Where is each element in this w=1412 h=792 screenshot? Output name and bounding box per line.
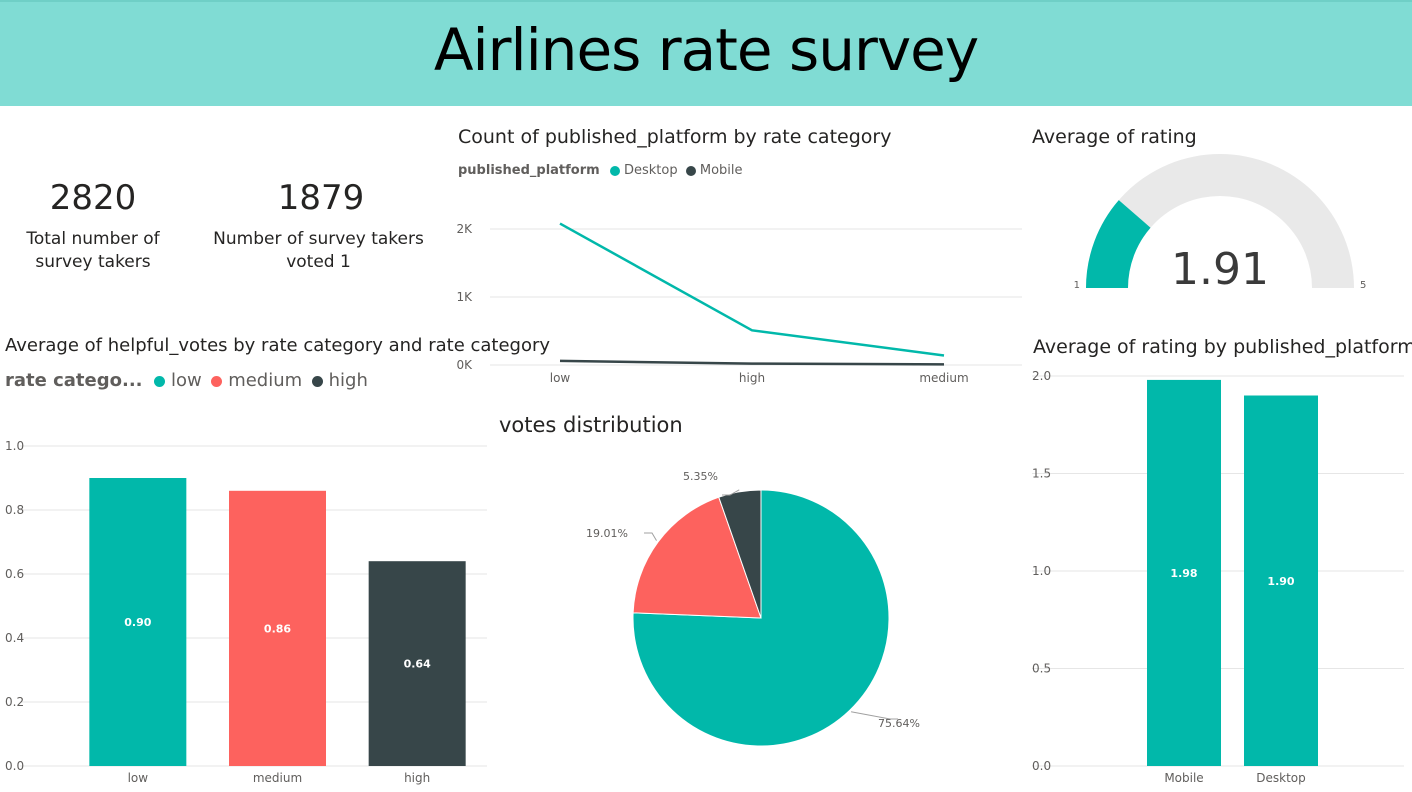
pie-leader-line [850,711,898,720]
page-title: Airlines rate survey [433,16,979,84]
kpi-total-value: 2820 [49,178,137,218]
x-tick-label: high [739,371,765,385]
y-tick-label: 1.5 [1032,467,1051,481]
legend-dot-low [154,375,166,387]
y-tick-label: 1K [456,290,473,304]
legend-dot-mobile [685,165,696,176]
legend-title: rate catego... [5,370,143,391]
data-label: 1.90 [1267,575,1294,588]
kpi-voted1-label: Number of survey takers voted 1 [211,228,426,274]
y-tick-label: 0.4 [5,631,24,645]
legend-item-high[interactable]: high [328,370,368,391]
pie-data-label: 75.64% [878,717,920,730]
x-tick-label: low [128,771,149,785]
legend-title: published_platform [458,163,600,178]
kpi-voted1-value: 1879 [277,178,365,218]
legend-item-medium[interactable]: medium [228,370,303,391]
pie-data-label: 5.35% [683,470,718,483]
helpful-votes-title: Average of helpful_votes by rate categor… [5,335,551,356]
x-tick-label: low [550,371,571,385]
gauge-min-label: 1 [1074,280,1080,291]
x-tick-label: Desktop [1256,771,1306,785]
y-tick-label: 0.6 [5,567,24,581]
kpi-total-label: Total number of survey takers [13,228,173,274]
platform-count-title: Count of published_platform by rate cate… [458,126,892,148]
data-label: 0.64 [404,658,431,671]
y-tick-label: 0.5 [1032,662,1051,676]
data-label: 0.86 [264,622,291,635]
gauge-max-label: 5 [1360,280,1366,291]
kpi-voted1-label-line1: Number of survey takers [213,229,424,249]
series-line-mobile [559,359,945,366]
x-tick-label: medium [919,371,968,385]
platform-count-chart: 0K 1K 2K low high medium [456,222,1022,385]
series-line-desktop [559,222,945,357]
data-label: 1.98 [1170,567,1197,580]
y-tick-label: 1.0 [1032,564,1051,578]
y-tick-label: 1.0 [5,439,24,453]
gauge-value: 1.91 [1171,244,1269,295]
y-tick-label: 0.8 [5,503,24,517]
bar-high [368,561,466,766]
legend-item-low[interactable]: low [170,370,202,391]
x-tick-label: medium [253,771,302,785]
y-tick-label: 0K [456,358,473,372]
y-tick-label: 0.2 [5,695,24,709]
pie-data-label: 19.01% [586,527,628,540]
pie-slice-3 [718,489,762,619]
pie-leader-line [644,532,657,541]
legend-dot-desktop [609,165,620,176]
x-tick-label: Mobile [1164,771,1203,785]
votes-distribution-chart: 75.64% 19.01% 5.35% [586,470,920,747]
rating-by-platform-title: Average of rating by published_platform [1033,336,1412,358]
helpful-votes-legend: rate catego... low medium high [5,370,368,391]
platform-count-legend: published_platform Desktop Mobile [458,163,743,178]
x-tick-label: high [404,771,430,785]
bar-low [89,478,187,766]
bar-medium [229,490,326,766]
kpi-total-label-line2: survey takers [35,252,151,272]
legend-dot-high [311,375,323,387]
votes-distribution-title: votes distribution [499,413,683,437]
avg-rating-title: Average of rating [1032,126,1197,148]
data-label: 0.90 [124,616,151,629]
bar-mobile [1147,379,1221,766]
y-tick-label: 0.0 [5,759,24,773]
y-tick-label: 2.0 [1032,369,1051,383]
helpful-votes-chart: 0.0 0.2 0.4 0.6 0.8 1.0 0.90 low 0.86 medium 0.64 h… [5,439,487,785]
header-banner: Airlines rate survey [0,0,1412,106]
rating-by-platform-chart: 0.0 0.5 1.0 1.5 2.0 1.98 Mobile 1.90 Desktop [1032,369,1404,785]
legend-dot-medium [211,375,223,387]
gauge-track [1086,154,1354,288]
legend-item-desktop[interactable]: Desktop [623,163,678,178]
kpi-total-label-line1: Total number of [26,229,160,249]
y-tick-label: 0.0 [1032,759,1051,773]
gauge-fill [1086,200,1151,288]
legend-item-mobile[interactable]: Mobile [699,163,743,178]
bar-desktop [1244,395,1318,766]
pie-leader-line [722,489,740,496]
y-tick-label: 2K [456,222,473,236]
kpi-voted1-label-line2: voted 1 [286,252,351,272]
avg-rating-gauge: 1.91 1 5 [1074,154,1366,295]
